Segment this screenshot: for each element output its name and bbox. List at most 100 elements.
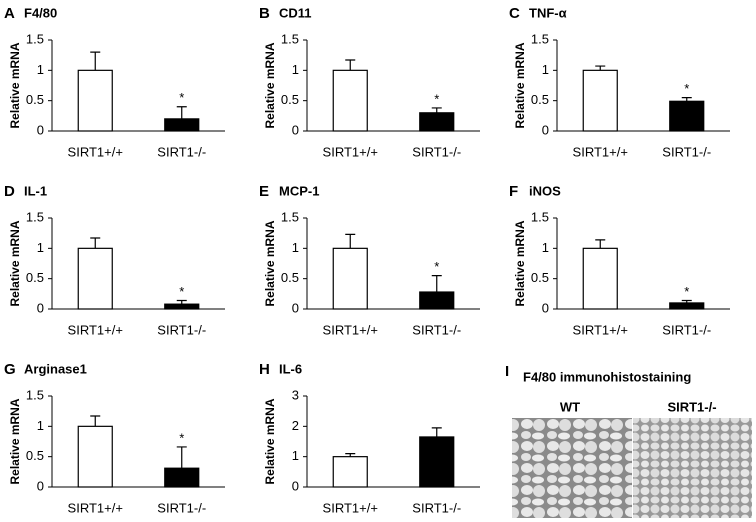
x-tick-label: SIRT1+/+	[573, 322, 628, 337]
x-tick-label: SIRT1-/-	[412, 144, 461, 159]
bar	[77, 247, 113, 310]
chart-title: CD11	[279, 5, 312, 20]
error-bar	[595, 239, 606, 249]
bar	[582, 247, 618, 310]
micrograph	[512, 418, 632, 518]
x-tick-label: SIRT1+/+	[323, 322, 378, 337]
chart-panel: C TNF-α Relative mRNA SIRT1+/+ * SIRT1-/- 0 0.5…	[509, 5, 730, 159]
chart-panel: E MCP-1 Relative mRNA SIRT1+/+ * SIRT1-/- 0 0.5…	[259, 183, 480, 337]
error-bar	[345, 233, 356, 249]
y-tick-label: 1	[542, 62, 549, 77]
chart-title: TNF-α	[529, 5, 567, 20]
bar	[77, 425, 113, 488]
x-tick-label: SIRT1-/-	[412, 322, 461, 337]
y-tick-label: 0	[292, 122, 299, 137]
bar	[332, 69, 368, 132]
y-tick-label: 0.5	[531, 92, 549, 107]
x-tick-label: SIRT1-/-	[157, 322, 206, 337]
bar	[164, 118, 200, 132]
x-tick-label: SIRT1-/-	[412, 500, 461, 515]
error-bar	[90, 51, 101, 71]
y-tick-label: 0	[37, 300, 44, 315]
error-bar	[345, 453, 356, 457]
y-axis-label: Relative mRNA	[263, 220, 277, 306]
error-bar	[90, 237, 101, 249]
error-bar	[681, 299, 692, 303]
chart-title: IL-1	[24, 183, 47, 198]
x-tick-label: SIRT1+/+	[573, 144, 628, 159]
error-bar	[176, 106, 187, 119]
y-tick-label: 1	[37, 418, 44, 433]
y-tick-label: 1	[292, 62, 299, 77]
image-panel: I F4/80 immunohistostaining WT SIRT1-/-	[505, 363, 752, 518]
y-axis-label: Relative mRNA	[8, 42, 22, 128]
x-tick-label: SIRT1+/+	[323, 144, 378, 159]
y-tick-label: 2	[292, 418, 299, 433]
y-tick-label: 1.5	[531, 209, 549, 224]
panel-letter: A	[4, 5, 15, 22]
error-bar	[431, 427, 442, 437]
panel-letter: B	[259, 5, 270, 22]
error-bar	[176, 299, 187, 305]
panel-letter: H	[259, 361, 270, 378]
significance-marker: *	[179, 284, 184, 299]
x-tick-label: SIRT1-/-	[662, 322, 711, 337]
error-bar	[431, 107, 442, 113]
chart-panel: G Arginase1 Relative mRNA SIRT1+/+ * SIRT1-/-…	[4, 361, 225, 515]
y-tick-label: 1	[37, 240, 44, 255]
error-bar	[176, 446, 187, 469]
error-bar	[431, 275, 442, 293]
y-tick-label: 1	[292, 240, 299, 255]
chart-title: IL-6	[279, 361, 302, 376]
significance-marker: *	[179, 90, 184, 105]
panel-letter: G	[4, 361, 16, 378]
bar	[164, 467, 200, 488]
panel-letter: C	[509, 5, 520, 22]
bar	[582, 69, 618, 132]
chart-title: iNOS	[529, 183, 561, 198]
x-tick-label: SIRT1+/+	[68, 322, 123, 337]
y-tick-label: 0.5	[26, 270, 44, 285]
bar	[164, 303, 200, 310]
chart-panel: B CD11 Relative mRNA SIRT1+/+ * SIRT1-/- 0 0.5 1…	[259, 5, 480, 159]
y-tick-label: 1	[37, 62, 44, 77]
x-tick-label: SIRT1-/-	[157, 500, 206, 515]
y-tick-label: 3	[292, 387, 299, 402]
y-tick-label: 1.5	[281, 209, 299, 224]
error-bar	[595, 65, 606, 71]
significance-marker: *	[434, 91, 439, 106]
y-tick-label: 1.5	[281, 31, 299, 46]
chart-title: MCP-1	[279, 183, 319, 198]
y-tick-label: 0	[292, 478, 299, 493]
y-tick-label: 0.5	[281, 92, 299, 107]
micrograph	[633, 418, 752, 518]
chart-panel: D IL-1 Relative mRNA SIRT1+/+ * SIRT1-/- 0 0.5 1…	[4, 183, 225, 337]
error-bar	[90, 415, 101, 427]
x-tick-label: SIRT1+/+	[323, 500, 378, 515]
chart-panel: H IL-6 Relative mRNA SIRT1+/+ SIRT1-/- 0 1 2 3	[259, 361, 480, 515]
y-tick-label: 1.5	[26, 209, 44, 224]
panel-title: F4/80 immunohistostaining	[523, 369, 691, 384]
y-tick-label: 0.5	[531, 270, 549, 285]
significance-marker: *	[179, 430, 184, 445]
image-label: SIRT1-/-	[667, 399, 716, 414]
y-tick-label: 0	[542, 122, 549, 137]
y-tick-label: 0	[37, 478, 44, 493]
bar	[419, 291, 455, 310]
y-tick-label: 0.5	[26, 92, 44, 107]
significance-marker: *	[434, 259, 439, 274]
significance-marker: *	[684, 284, 689, 299]
bar	[669, 100, 705, 132]
x-tick-label: SIRT1-/-	[662, 144, 711, 159]
chart-title: F4/80	[24, 5, 57, 20]
chart-title: Arginase1	[24, 361, 87, 376]
y-axis-label: Relative mRNA	[8, 220, 22, 306]
y-tick-label: 0	[542, 300, 549, 315]
panel-letter: E	[259, 183, 269, 200]
chart-panel: A F4/80 Relative mRNA SIRT1+/+ * SIRT1-/- 0 0.5…	[4, 5, 225, 159]
y-tick-label: 1	[542, 240, 549, 255]
y-axis-label: Relative mRNA	[8, 398, 22, 484]
bar	[332, 247, 368, 310]
y-tick-label: 0	[292, 300, 299, 315]
